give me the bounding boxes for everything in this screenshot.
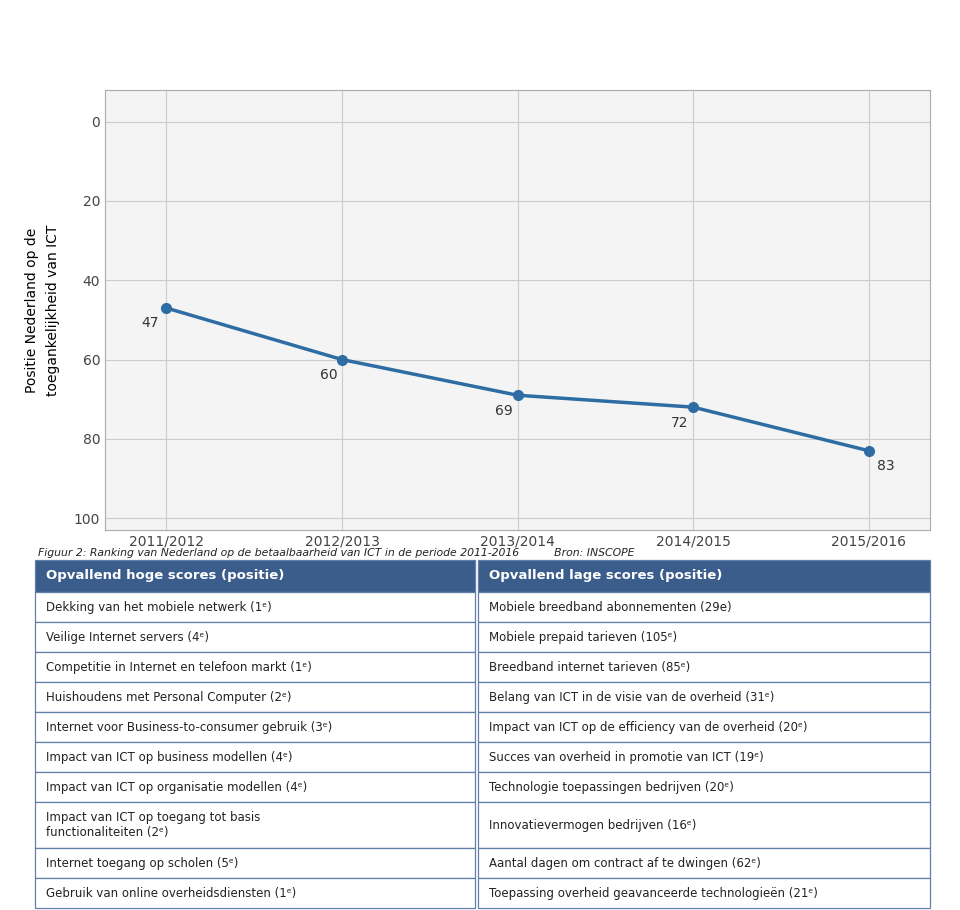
Bar	[35, 712, 475, 742]
Bar	[35, 802, 475, 848]
Text: Belang van ICT in de visie van de overheid (31ᵉ): Belang van ICT in de visie van de overhe…	[489, 691, 774, 703]
Bar	[478, 592, 930, 622]
Bar	[478, 878, 930, 908]
Text: Aantal dagen om contract af te dwingen (62ᵉ): Aantal dagen om contract af te dwingen (…	[489, 856, 760, 869]
Bar	[35, 772, 475, 802]
Text: Opvallend lage scores (positie): Opvallend lage scores (positie)	[489, 570, 722, 582]
Text: Impact van ICT op business modellen (4ᵉ): Impact van ICT op business modellen (4ᵉ)	[46, 751, 292, 763]
Text: 83: 83	[876, 460, 895, 473]
Text: Impact van ICT op toegang tot basis
functionaliteiten (2ᵉ): Impact van ICT op toegang tot basis func…	[46, 811, 260, 839]
Bar	[478, 622, 930, 652]
Text: 60: 60	[320, 368, 337, 382]
Bar	[478, 560, 930, 592]
Text: Mobiele prepaid tarieven (105ᵉ): Mobiele prepaid tarieven (105ᵉ)	[489, 631, 677, 643]
Text: Dekking van het mobiele netwerk (1ᵉ): Dekking van het mobiele netwerk (1ᵉ)	[46, 601, 272, 613]
Text: WEF GLOBAL INFORMATION TECHNOLOGY ONDERZOEKSRAPPORT: WEF GLOBAL INFORMATION TECHNOLOGY ONDERZ…	[24, 27, 790, 47]
Bar	[478, 772, 930, 802]
Text: Veilige Internet servers (4ᵉ): Veilige Internet servers (4ᵉ)	[46, 631, 208, 643]
Text: Succes van overheid in promotie van ICT (19ᵉ): Succes van overheid in promotie van ICT …	[489, 751, 763, 763]
Text: Technologie toepassingen bedrijven (20ᵉ): Technologie toepassingen bedrijven (20ᵉ)	[489, 781, 733, 794]
Text: 47: 47	[141, 317, 159, 330]
Text: Impact van ICT op organisatie modellen (4ᵉ): Impact van ICT op organisatie modellen (…	[46, 781, 307, 794]
Bar	[35, 682, 475, 712]
Text: 69: 69	[495, 404, 513, 418]
Bar	[478, 848, 930, 878]
Bar	[478, 682, 930, 712]
Text: Toepassing overheid geavanceerde technologieën (21ᵉ): Toepassing overheid geavanceerde technol…	[489, 886, 818, 899]
Bar	[35, 652, 475, 682]
Text: Competitie in Internet en telefoon markt (1ᵉ): Competitie in Internet en telefoon markt…	[46, 661, 312, 673]
Text: Opvallend hoge scores (positie): Opvallend hoge scores (positie)	[46, 570, 284, 582]
Bar	[35, 878, 475, 908]
Bar	[478, 652, 930, 682]
Text: Figuur 2: Ranking van Nederland op de betaalbaarheid van ICT in de periode 2011-: Figuur 2: Ranking van Nederland op de be…	[38, 548, 635, 558]
X-axis label: Jaar: Jaar	[500, 562, 535, 578]
Bar	[35, 622, 475, 652]
Text: 72: 72	[671, 416, 688, 430]
Y-axis label: Positie Nederland op de
toegankelijkheid van ICT: Positie Nederland op de toegankelijkheid…	[25, 224, 60, 396]
Bar	[35, 742, 475, 772]
Text: Mobiele breedband abonnementen (29e): Mobiele breedband abonnementen (29e)	[489, 601, 732, 613]
Bar	[478, 742, 930, 772]
Text: Gebruik van online overheidsdiensten (1ᵉ): Gebruik van online overheidsdiensten (1ᵉ…	[46, 886, 296, 899]
Bar	[35, 848, 475, 878]
Text: Breedband internet tarieven (85ᵉ): Breedband internet tarieven (85ᵉ)	[489, 661, 690, 673]
Text: Huishoudens met Personal Computer (2ᵉ): Huishoudens met Personal Computer (2ᵉ)	[46, 691, 291, 703]
Bar	[478, 802, 930, 848]
Bar	[35, 560, 475, 592]
Text: Internet voor Business-to-consumer gebruik (3ᵉ): Internet voor Business-to-consumer gebru…	[46, 721, 332, 733]
Text: Innovatievermogen bedrijven (16ᵉ): Innovatievermogen bedrijven (16ᵉ)	[489, 818, 696, 832]
Bar	[478, 712, 930, 742]
Text: Internet toegang op scholen (5ᵉ): Internet toegang op scholen (5ᵉ)	[46, 856, 238, 869]
Bar	[35, 592, 475, 622]
Text: Impact van ICT op de efficiency van de overheid (20ᵉ): Impact van ICT op de efficiency van de o…	[489, 721, 807, 733]
